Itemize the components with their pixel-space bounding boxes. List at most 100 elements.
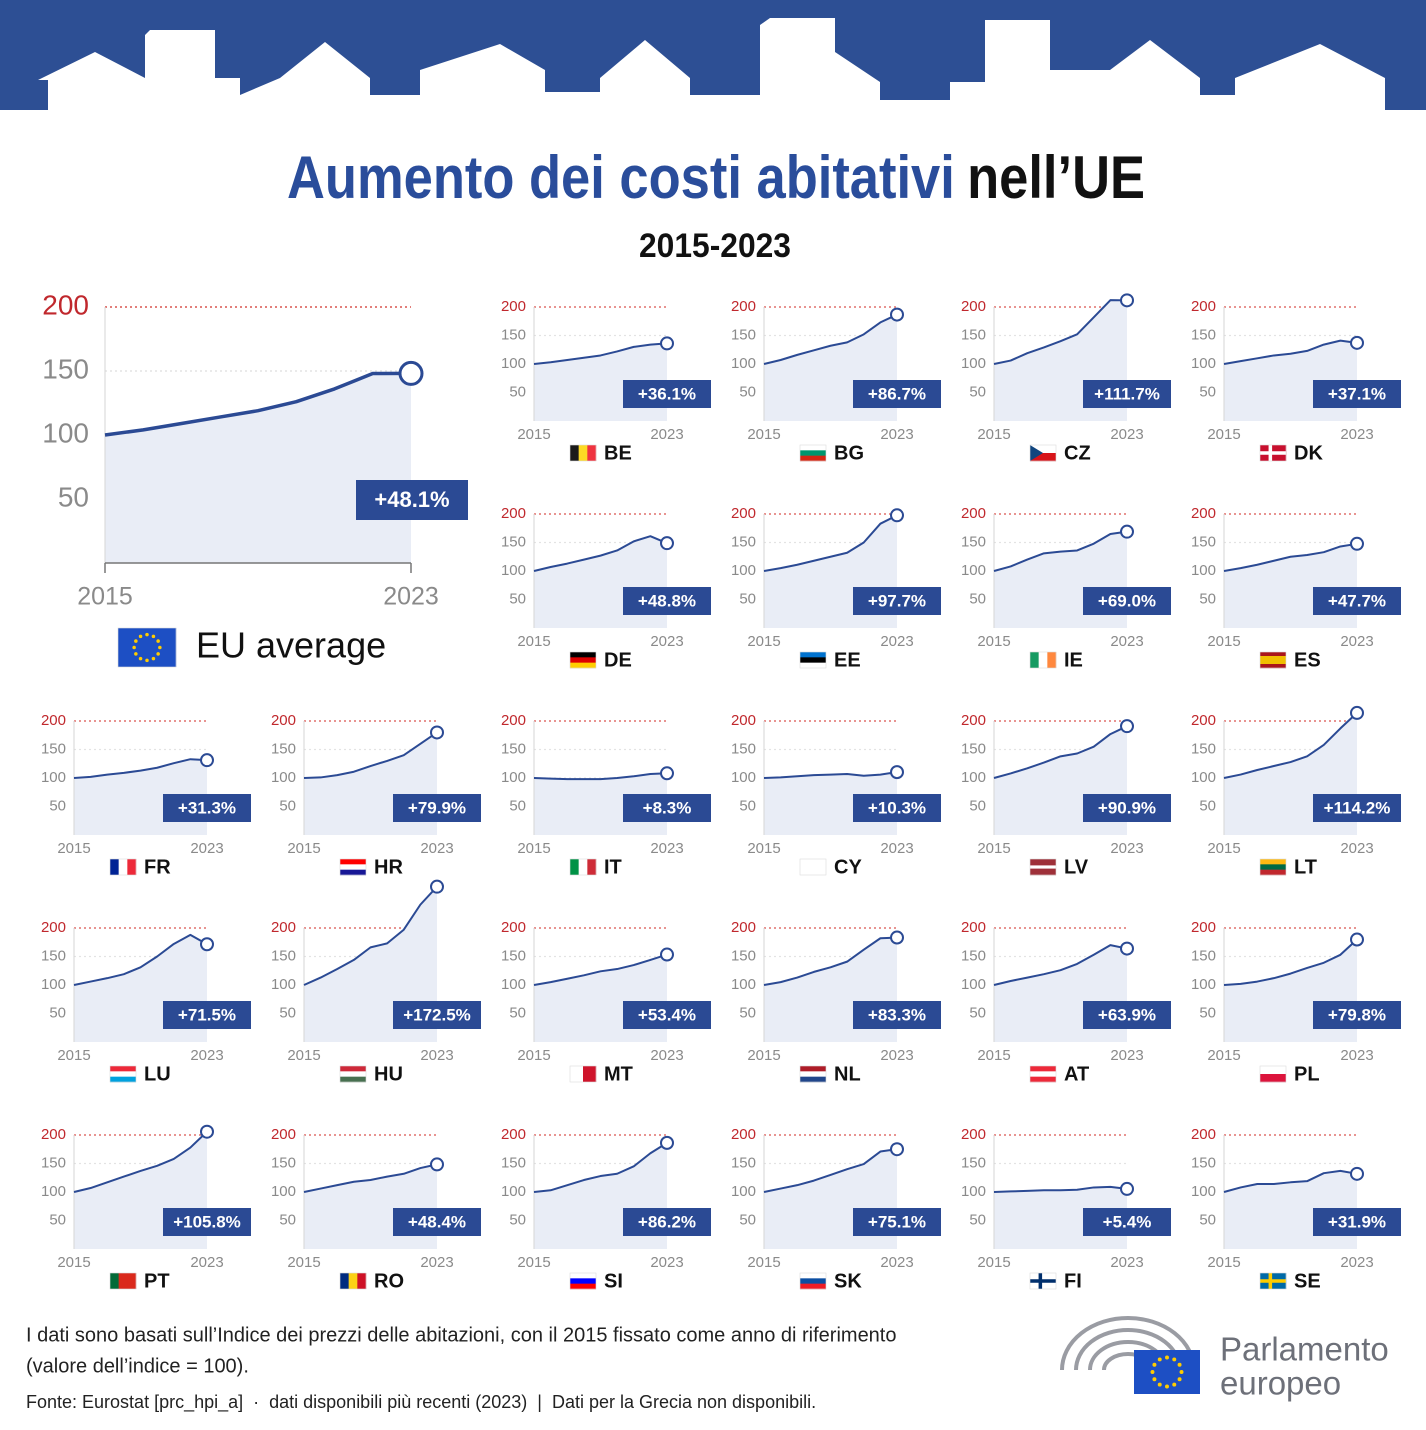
- flag-stripe: [800, 1278, 826, 1284]
- flag-stripe: [340, 869, 366, 876]
- annotation-box: [1313, 587, 1401, 615]
- title-part: Aumento dei costi abitativi: [287, 144, 955, 211]
- y-tick-label: 200: [41, 919, 66, 936]
- y-tick-label: 50: [49, 1004, 66, 1021]
- y-tick-label: 50: [1199, 383, 1216, 400]
- flag-border: [1259, 858, 1287, 876]
- y-tick-label: 100: [961, 976, 986, 993]
- y-tick-label: 50: [509, 1211, 526, 1228]
- y-tick-label: 150: [501, 947, 526, 964]
- flag: [1259, 651, 1287, 669]
- flag-border: [1029, 858, 1057, 876]
- annotation-box: [1083, 587, 1171, 615]
- flag-stripe: [800, 652, 826, 658]
- country-label: NL: [834, 1063, 861, 1085]
- annotation-box: [1083, 794, 1171, 822]
- line: [73, 933, 208, 986]
- end-point: [1350, 932, 1364, 947]
- annotation: +111.7%: [1094, 384, 1160, 403]
- flag-star: [134, 652, 138, 656]
- line: [1223, 938, 1358, 986]
- flag-star: [1177, 1362, 1182, 1367]
- y-tick-label: 50: [969, 797, 986, 814]
- flag-border: [799, 1065, 827, 1083]
- country-label: IT: [604, 856, 622, 878]
- y-tick-label: 200: [501, 919, 526, 936]
- area: [105, 373, 411, 563]
- y-tick-label: 100: [1191, 1183, 1216, 1200]
- end-point: [890, 508, 904, 523]
- y-tick-label: 100: [501, 976, 526, 993]
- line: [303, 1163, 438, 1193]
- flag: [799, 858, 827, 876]
- flag-stripe: [110, 1076, 136, 1083]
- x-tick-label: 2015: [747, 840, 780, 857]
- annotation-box: [623, 1208, 711, 1236]
- y-tick-label: 100: [271, 976, 296, 993]
- y-tick-label: 50: [49, 797, 66, 814]
- y-tick-label: 200: [961, 712, 986, 729]
- y-tick-label: 100: [1191, 769, 1216, 786]
- line: [533, 535, 668, 572]
- annotation: +48.4%: [408, 1212, 466, 1231]
- y-tick-label: 50: [49, 1211, 66, 1228]
- x-tick-label: 2015: [1207, 1254, 1240, 1271]
- y-tick-label: 100: [1191, 355, 1216, 372]
- y-tick-label: 200: [501, 505, 526, 522]
- y-tick-label: 150: [271, 740, 296, 757]
- annotation: +114.2%: [1324, 798, 1391, 817]
- flag-stripe: [1030, 859, 1056, 863]
- flag-star: [151, 656, 156, 661]
- line: [533, 953, 668, 986]
- y-tick-label: 100: [501, 1183, 526, 1200]
- flag-star: [138, 656, 143, 661]
- flag-stripe: [1030, 871, 1056, 876]
- y-tick-label: 200: [501, 298, 526, 315]
- x-tick-label: 2015: [747, 426, 780, 443]
- x-tick-label: 2015: [57, 1254, 90, 1271]
- annotation-box: [1083, 1208, 1171, 1236]
- flag-cross: [1260, 1279, 1286, 1283]
- x-tick-label: 2023: [420, 840, 453, 857]
- flag-border: [109, 1272, 137, 1290]
- y-tick-label: 200: [271, 712, 296, 729]
- flag-stripe: [340, 859, 366, 865]
- line: [1223, 542, 1358, 572]
- line: [533, 342, 668, 365]
- x-tick-label: 2015: [977, 633, 1010, 650]
- flag-border: [799, 1272, 827, 1290]
- annotation-box: [853, 1001, 941, 1029]
- y-tick-label: 50: [739, 1004, 756, 1021]
- annotation-box: [1083, 380, 1171, 408]
- end-point: [200, 753, 214, 768]
- end-point: [660, 336, 674, 351]
- x-tick-label: 2023: [190, 840, 223, 857]
- y-tick-label: 100: [961, 769, 986, 786]
- annotation: +36.1%: [638, 384, 696, 403]
- end-point: [890, 307, 904, 322]
- flag-stripe: [800, 1066, 826, 1072]
- y-tick-label: 200: [271, 919, 296, 936]
- x-tick-label: 2023: [1110, 840, 1143, 857]
- y-tick-label: 100: [961, 1183, 986, 1200]
- title-part: nell’UE: [967, 144, 1145, 211]
- logo-flag: [1134, 1350, 1200, 1394]
- flag-star: [1157, 1357, 1162, 1362]
- x-tick-label: 2015: [1207, 840, 1240, 857]
- flag-stripe: [570, 652, 596, 658]
- flag-border: [1029, 651, 1057, 669]
- x-tick-label: 2023: [1110, 426, 1143, 443]
- area: [304, 1164, 437, 1249]
- annotation: +71.5%: [178, 1005, 236, 1024]
- annotation-box: [356, 480, 468, 520]
- x-tick-label: 2023: [1110, 1254, 1143, 1271]
- country-label: EE: [834, 649, 861, 671]
- y-tick-label: 200: [501, 1126, 526, 1143]
- country-label: PT: [144, 1270, 170, 1292]
- y-tick-label: 100: [731, 976, 756, 993]
- country-label: BE: [604, 442, 632, 464]
- x-tick-label: 2023: [1340, 840, 1373, 857]
- annotation: +37.1%: [1328, 384, 1386, 403]
- flag: [1259, 858, 1287, 876]
- annotation: +48.1%: [374, 487, 449, 512]
